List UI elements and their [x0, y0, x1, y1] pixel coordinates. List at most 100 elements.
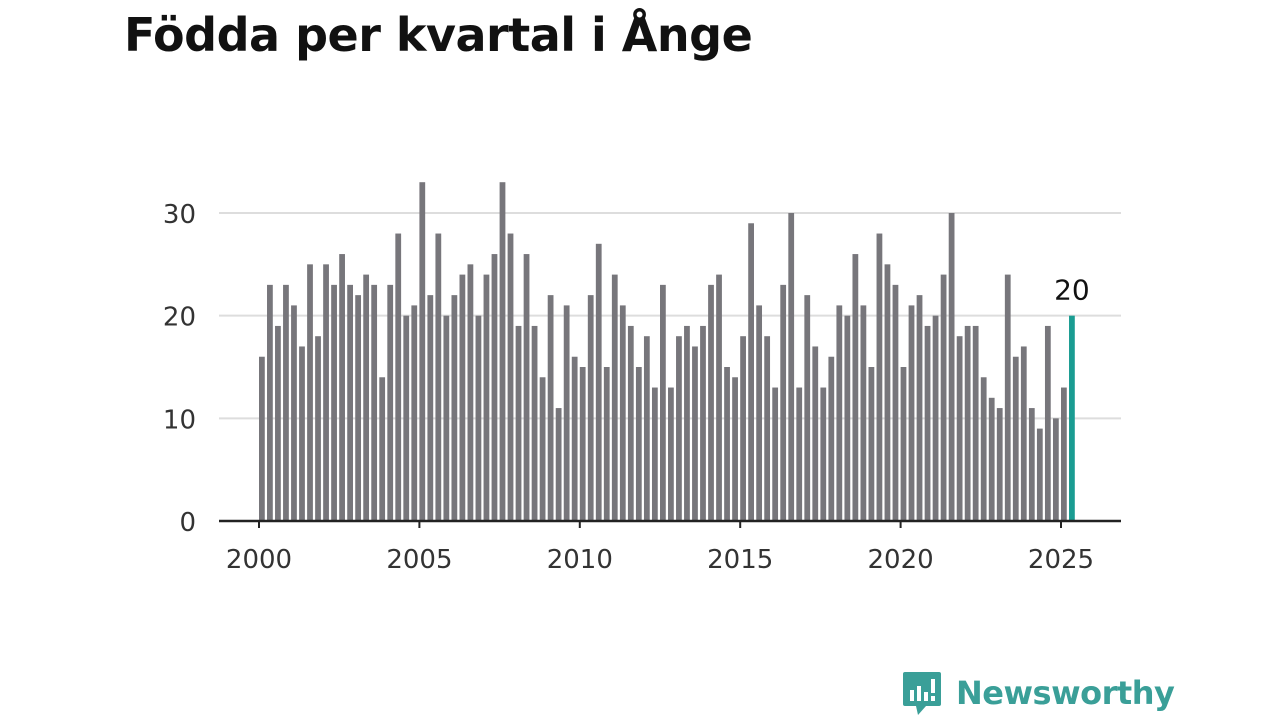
bar: [499, 182, 506, 521]
bar: [772, 387, 779, 521]
bar: [684, 325, 690, 521]
bar: [347, 284, 353, 521]
bar: [796, 387, 803, 521]
bar: [716, 274, 722, 521]
chart-title: Födda per kvartal i Ånge: [124, 8, 753, 62]
y-tick-label: 0: [179, 508, 196, 538]
bar: [868, 367, 875, 521]
bar: [1028, 408, 1035, 521]
bar: [323, 264, 329, 521]
bar: [668, 387, 674, 521]
bar: [964, 325, 971, 521]
bar: [403, 315, 410, 521]
x-tick-label: 2010: [547, 545, 613, 575]
bar: [643, 336, 650, 521]
bar: [339, 254, 345, 522]
bar: [315, 336, 321, 521]
bar: [884, 264, 891, 521]
bar: [363, 274, 370, 521]
bar: [828, 356, 835, 521]
bar-highlight: [1069, 315, 1075, 521]
bar: [627, 325, 634, 521]
bar: [331, 284, 337, 521]
x-tick-label: 2025: [1028, 545, 1094, 575]
bar: [860, 305, 867, 521]
bar: [708, 284, 714, 521]
bar: [924, 325, 931, 521]
bar: [676, 336, 682, 521]
bar: [531, 325, 538, 521]
bar: [876, 233, 883, 522]
bar: [764, 336, 771, 521]
bar: [515, 325, 522, 521]
bar: [908, 305, 915, 521]
bar: [587, 295, 594, 521]
bar: [892, 284, 899, 521]
bar: [419, 182, 426, 521]
bar: [700, 325, 706, 521]
bar: [547, 295, 554, 521]
bar: [660, 284, 666, 521]
y-tick-label: 10: [163, 405, 196, 435]
bar: [275, 325, 281, 521]
bar: [435, 233, 442, 522]
x-tick-label: 2000: [226, 545, 292, 575]
bar: [507, 233, 514, 522]
bar: [780, 284, 787, 521]
y-tick-label: 20: [163, 303, 196, 333]
bar: [1012, 356, 1019, 521]
bar: [651, 387, 658, 521]
bar: [740, 336, 746, 521]
highlight-value-label: 20: [1054, 274, 1090, 307]
bar: [371, 284, 378, 521]
bar: [411, 305, 418, 521]
newsworthy-logo: Newsworthy: [902, 670, 1175, 716]
bar: [1061, 387, 1067, 521]
bar: [948, 213, 955, 521]
bar: [852, 254, 859, 522]
bar: [724, 367, 730, 521]
bar: [1036, 428, 1043, 521]
bar: [988, 397, 995, 521]
bar: [555, 408, 562, 521]
bar: [355, 295, 362, 521]
bar: [451, 295, 458, 521]
bar: [812, 346, 819, 521]
bar: [635, 367, 642, 521]
bar: [932, 315, 939, 521]
bar: [1052, 418, 1059, 521]
y-tick-label: 30: [163, 200, 196, 230]
bar: [467, 264, 474, 521]
bar: [595, 243, 602, 522]
bar: [603, 367, 610, 521]
bar: [611, 274, 618, 521]
bar: [916, 295, 923, 521]
newsworthy-logo-icon: [903, 672, 941, 715]
bar: [475, 315, 482, 521]
bar: [443, 315, 450, 521]
bar: [283, 284, 289, 521]
brand-name: Newsworthy: [956, 674, 1175, 712]
bar: [844, 315, 851, 521]
x-tick-label: 2005: [386, 545, 452, 575]
bar: [539, 377, 546, 521]
bar: [267, 284, 273, 521]
bar: [748, 223, 754, 521]
x-tick-label: 2020: [868, 545, 934, 575]
bar: [956, 336, 963, 521]
bar: [523, 254, 530, 522]
bar: [427, 295, 434, 521]
bar: [1044, 325, 1051, 521]
bar: [483, 274, 490, 521]
bar: [836, 305, 843, 521]
bar: [259, 356, 265, 521]
bar: [307, 264, 313, 521]
x-tick-label: 2015: [707, 545, 773, 575]
bar: [692, 346, 698, 521]
bar: [563, 305, 570, 521]
bar: [756, 305, 763, 521]
bar: [980, 377, 987, 521]
bar: [788, 213, 795, 521]
bar: [379, 377, 386, 521]
